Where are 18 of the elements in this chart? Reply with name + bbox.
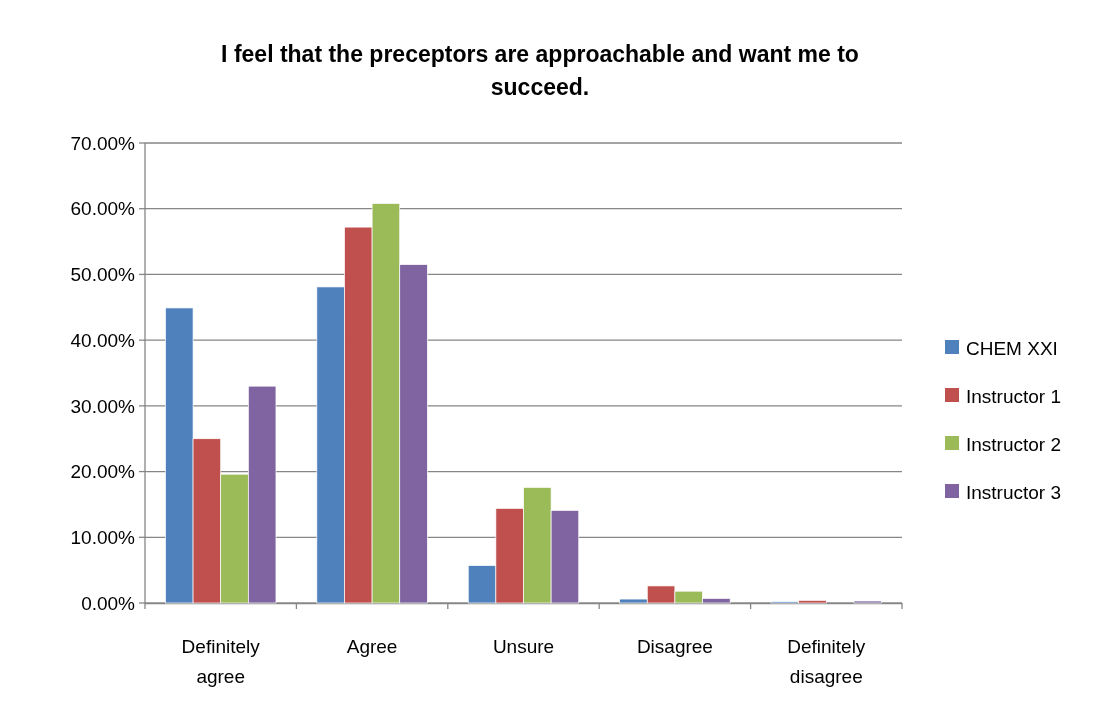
y-tick-label: 40.00% [70,329,136,351]
chart-title: I feel that the preceptors are approachable and want me to succeed. [221,41,859,100]
y-tick-label: 70.00% [70,132,136,154]
x-tick-label: Agree [346,636,398,657]
legend-label: Instructor 3 [966,481,1062,503]
x-tick-label: Definitely agree [181,636,261,687]
legend-label: Instructor 2 [966,433,1062,455]
y-tick-label: 60.00% [70,198,136,220]
legend-label: CHEM XXI [966,337,1058,359]
y-tick-label: 0.00% [81,592,136,614]
x-tick-label: Definitely disagree [787,636,866,687]
y-tick-label: 20.00% [70,461,136,483]
legend-label: Instructor 1 [966,385,1062,407]
x-tick-label: Unsure [492,636,555,657]
y-tick-label: 50.00% [70,264,136,286]
x-tick-label: Disagree [636,636,713,657]
y-tick-label: 30.00% [70,395,136,417]
y-tick-label: 10.00% [70,526,136,548]
